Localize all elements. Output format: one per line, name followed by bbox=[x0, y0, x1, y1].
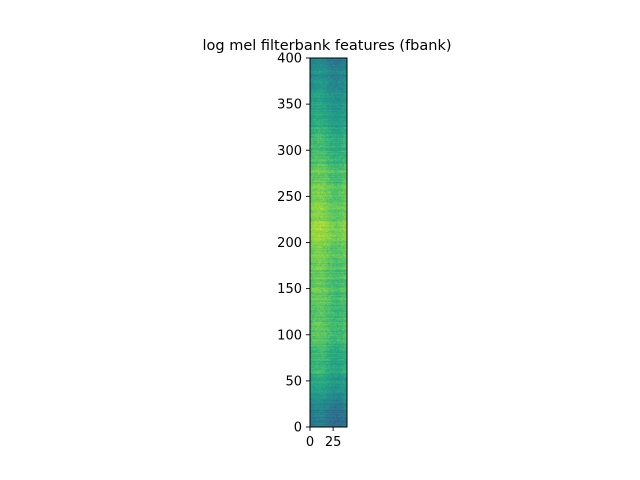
y-tick-label: 100 bbox=[277, 328, 302, 343]
y-tick-label: 300 bbox=[277, 144, 302, 159]
y-tick-label: 0 bbox=[294, 421, 302, 436]
y-tick-label: 150 bbox=[277, 282, 302, 297]
y-tick-label: 200 bbox=[277, 236, 302, 251]
x-tick-label: 25 bbox=[325, 435, 342, 450]
y-tick-label: 250 bbox=[277, 190, 302, 205]
x-axis: 0 25 bbox=[306, 427, 342, 450]
y-axis: 0 50 100 150 200 250 300 350 400 bbox=[277, 52, 310, 436]
y-tick-label: 50 bbox=[285, 374, 302, 389]
x-tick-label: 0 bbox=[306, 435, 314, 450]
y-tick-label: 400 bbox=[277, 52, 302, 67]
y-tick-label: 350 bbox=[277, 98, 302, 113]
chart-title: log mel filterbank features (fbank) bbox=[202, 38, 451, 54]
heatmap-image bbox=[310, 58, 347, 427]
